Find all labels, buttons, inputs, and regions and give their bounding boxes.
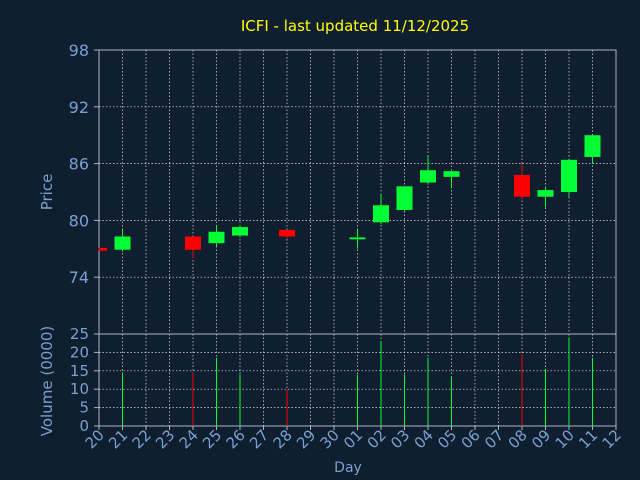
x-tick-label: 05 [434,426,460,452]
candle-body [232,227,248,236]
x-tick-label: 08 [505,426,531,452]
candle-body [584,135,601,157]
candle-body [396,186,413,210]
price-tick-label: 80 [69,211,89,230]
candlesticks [98,135,601,259]
x-tick-label: 04 [411,426,437,452]
price-tick-label: 86 [69,155,89,174]
x-tick-label: 11 [575,426,601,452]
candle-body [443,171,460,177]
x-tick-label: 12 [599,426,625,452]
x-tick-label: 03 [387,426,413,452]
x-tick-label: 07 [481,426,507,452]
x-tick-label: 27 [246,426,272,452]
volume-axis-label: Volume (0000) [38,326,56,436]
volume-tick-label: 20 [70,343,89,361]
x-tick-label: 10 [552,426,578,452]
x-tick-label: 30 [317,426,343,452]
x-tick-label: 02 [364,426,390,452]
candle-body [373,205,389,223]
candle-body [185,236,201,250]
price-tick-label: 74 [69,268,89,287]
price-axis-label: Price [38,174,56,211]
price-tick-label: 92 [69,98,89,117]
price-axis-ticks: 74 80 86 92 98 [69,41,99,287]
price-grid [99,50,616,334]
candle-body [99,247,107,251]
candle-body [514,174,530,197]
x-tick-label: 21 [105,426,131,452]
x-tick-label: 25 [199,426,225,452]
candle-body [420,170,436,183]
volume-tick-label: 25 [70,325,89,343]
x-axis-label: Day [334,460,362,476]
candle-body [208,231,225,244]
volume-bars [122,337,593,426]
candle-body [349,237,366,240]
x-tick-label: 26 [223,426,249,452]
candle-body [561,159,577,192]
x-tick-label: 06 [458,426,484,452]
x-tick-label: 22 [129,426,155,452]
volume-tick-label: 10 [70,380,89,398]
price-tick-label: 98 [69,41,89,60]
x-tick-label: 01 [340,426,366,452]
x-tick-label: 29 [293,426,319,452]
chart-title: ICFI - last updated 11/12/2025 [241,17,469,35]
candle-body [279,229,295,237]
candle-body [114,236,131,250]
x-tick-label: 23 [152,426,178,452]
x-tick-label: 28 [270,426,296,452]
volume-tick-label: 0 [79,417,89,435]
x-tick-label: 09 [528,426,554,452]
x-tick-label: 24 [176,426,202,452]
volume-tick-label: 5 [79,399,89,417]
candle-body [537,190,554,197]
x-axis-ticks: 2021222324252627282930010203040506070809… [82,426,625,452]
price-panel: 74 80 86 92 98 Price [38,41,617,335]
volume-tick-label: 15 [70,362,89,380]
